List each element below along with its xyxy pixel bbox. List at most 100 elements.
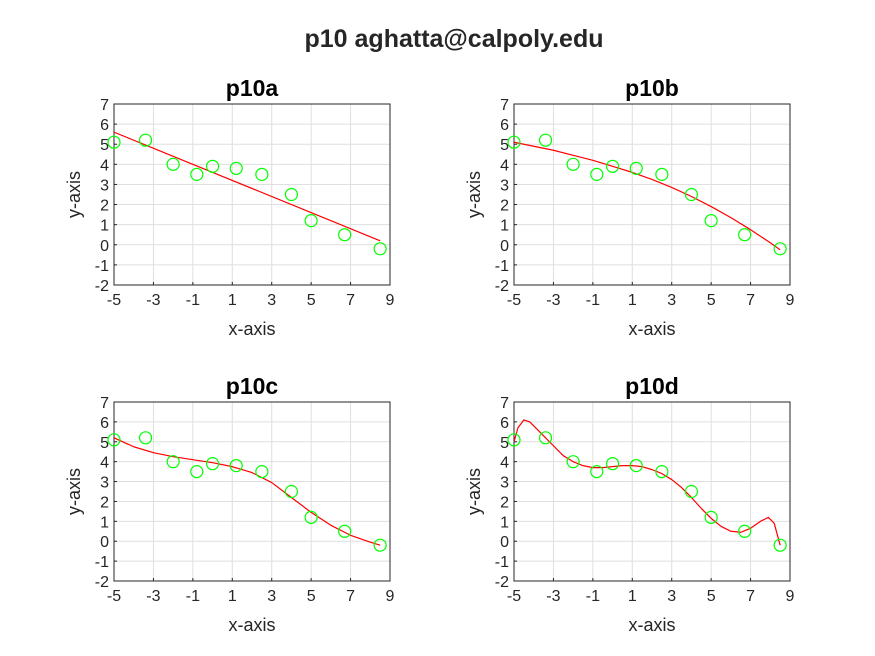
x-tick-label: -3 [146, 292, 160, 309]
data-point [738, 228, 752, 242]
y-tick-label: 2 [100, 198, 109, 215]
y-tick-label: 4 [500, 455, 509, 472]
data-point [190, 465, 204, 479]
axes-box [513, 103, 791, 286]
y-axis-label: y-axis [64, 171, 84, 218]
subplot-p10a: -5 -3 -1 1 3 5 7 9 -2 -1 0 1 2 3 4 5 6 7 p10a x-axis y-axis [64, 75, 395, 339]
y-tick-label: -1 [95, 554, 109, 571]
y-tick-label: 1 [500, 218, 509, 235]
x-tick-label: -3 [146, 588, 160, 605]
x-tick-label: -1 [186, 588, 200, 605]
data-point [190, 167, 204, 181]
x-tick-label: -5 [507, 588, 521, 605]
y-tick-label: -2 [95, 278, 109, 295]
subplot-title: p10c [226, 373, 279, 399]
y-axis-label: y-axis [64, 468, 84, 515]
x-tick-label: 5 [707, 588, 716, 605]
subplot-title: p10b [625, 75, 679, 101]
y-tick-label: 1 [100, 218, 109, 235]
y-tick-label: 6 [500, 415, 509, 432]
data-point [605, 159, 620, 173]
x-axis-label: x-axis [228, 319, 275, 339]
data-point [107, 135, 121, 149]
y-tick-label: 7 [100, 395, 109, 412]
y-tick-label: 5 [100, 435, 109, 452]
x-tick-label: -5 [107, 588, 121, 605]
data-point [373, 242, 387, 256]
axes-box [513, 401, 791, 582]
y-tick-label: 2 [500, 198, 509, 215]
data-point [655, 465, 669, 479]
data-point [338, 524, 352, 538]
data-point [538, 133, 553, 147]
x-tick-label: 9 [786, 588, 795, 605]
data-point [684, 187, 699, 202]
y-tick-label: 0 [100, 238, 109, 255]
data-point [684, 484, 699, 499]
data-point [507, 135, 521, 149]
x-tick-label: 3 [667, 588, 676, 605]
data-point [304, 510, 318, 524]
x-tick-label: -1 [186, 292, 200, 309]
x-tick-label: -5 [107, 292, 121, 309]
data-point [538, 431, 553, 445]
y-tick-label: 3 [500, 475, 509, 492]
data-point [773, 538, 787, 552]
x-tick-label: 5 [307, 292, 316, 309]
y-tick-label: -1 [95, 258, 109, 275]
x-tick-label: 7 [346, 588, 355, 605]
data-point [373, 538, 387, 552]
y-tick-label: 4 [100, 455, 109, 472]
data-point [255, 465, 269, 479]
y-tick-label: -1 [495, 258, 509, 275]
x-tick-label: 7 [746, 292, 755, 309]
x-tick-label: -1 [586, 292, 600, 309]
y-tick-label: 3 [100, 475, 109, 492]
x-tick-label: -3 [546, 588, 560, 605]
subplot-title: p10d [625, 373, 679, 399]
data-point [704, 510, 718, 524]
y-tick-label: -2 [95, 574, 109, 591]
y-tick-label: 0 [500, 534, 509, 551]
subplot-p10b: -5 -3 -1 1 3 5 7 9 -2 -1 0 1 2 3 4 5 6 7 p10b x-axis y-axis [464, 75, 795, 339]
x-tick-label: 1 [628, 588, 637, 605]
y-tick-label: 2 [500, 494, 509, 511]
y-tick-label: 4 [100, 157, 109, 174]
data-point [566, 455, 580, 469]
data-point [304, 214, 318, 228]
x-tick-label: 7 [346, 292, 355, 309]
x-tick-label: 1 [228, 588, 237, 605]
data-point [166, 157, 180, 171]
data-point [629, 459, 643, 473]
y-axis-label: y-axis [464, 171, 484, 218]
y-tick-label: 1 [500, 514, 509, 531]
y-axis-label: y-axis [464, 468, 484, 515]
y-tick-label: 7 [500, 97, 509, 114]
y-tick-label: 5 [100, 137, 109, 154]
y-tick-label: 4 [500, 157, 509, 174]
x-axis-label: x-axis [628, 319, 675, 339]
y-tick-label: 6 [500, 117, 509, 134]
data-point [507, 433, 521, 447]
data-point [704, 214, 718, 228]
x-tick-label: 1 [628, 292, 637, 309]
x-tick-label: 9 [786, 292, 795, 309]
y-tick-label: 1 [100, 514, 109, 531]
data-point [605, 457, 620, 471]
data-point [655, 167, 669, 181]
data-point [138, 431, 153, 445]
x-tick-label: 5 [307, 588, 316, 605]
x-tick-label: 3 [267, 588, 276, 605]
x-axis-label: x-axis [228, 615, 275, 635]
data-point [590, 465, 604, 479]
data-point [738, 524, 752, 538]
x-tick-label: 3 [267, 292, 276, 309]
fit-curve [114, 131, 381, 242]
y-tick-label: 2 [100, 494, 109, 511]
data-point [107, 433, 121, 447]
x-tick-label: -3 [546, 292, 560, 309]
y-tick-label: 6 [100, 415, 109, 432]
x-tick-label: -1 [586, 588, 600, 605]
data-point [138, 133, 153, 147]
data-point [284, 187, 299, 202]
